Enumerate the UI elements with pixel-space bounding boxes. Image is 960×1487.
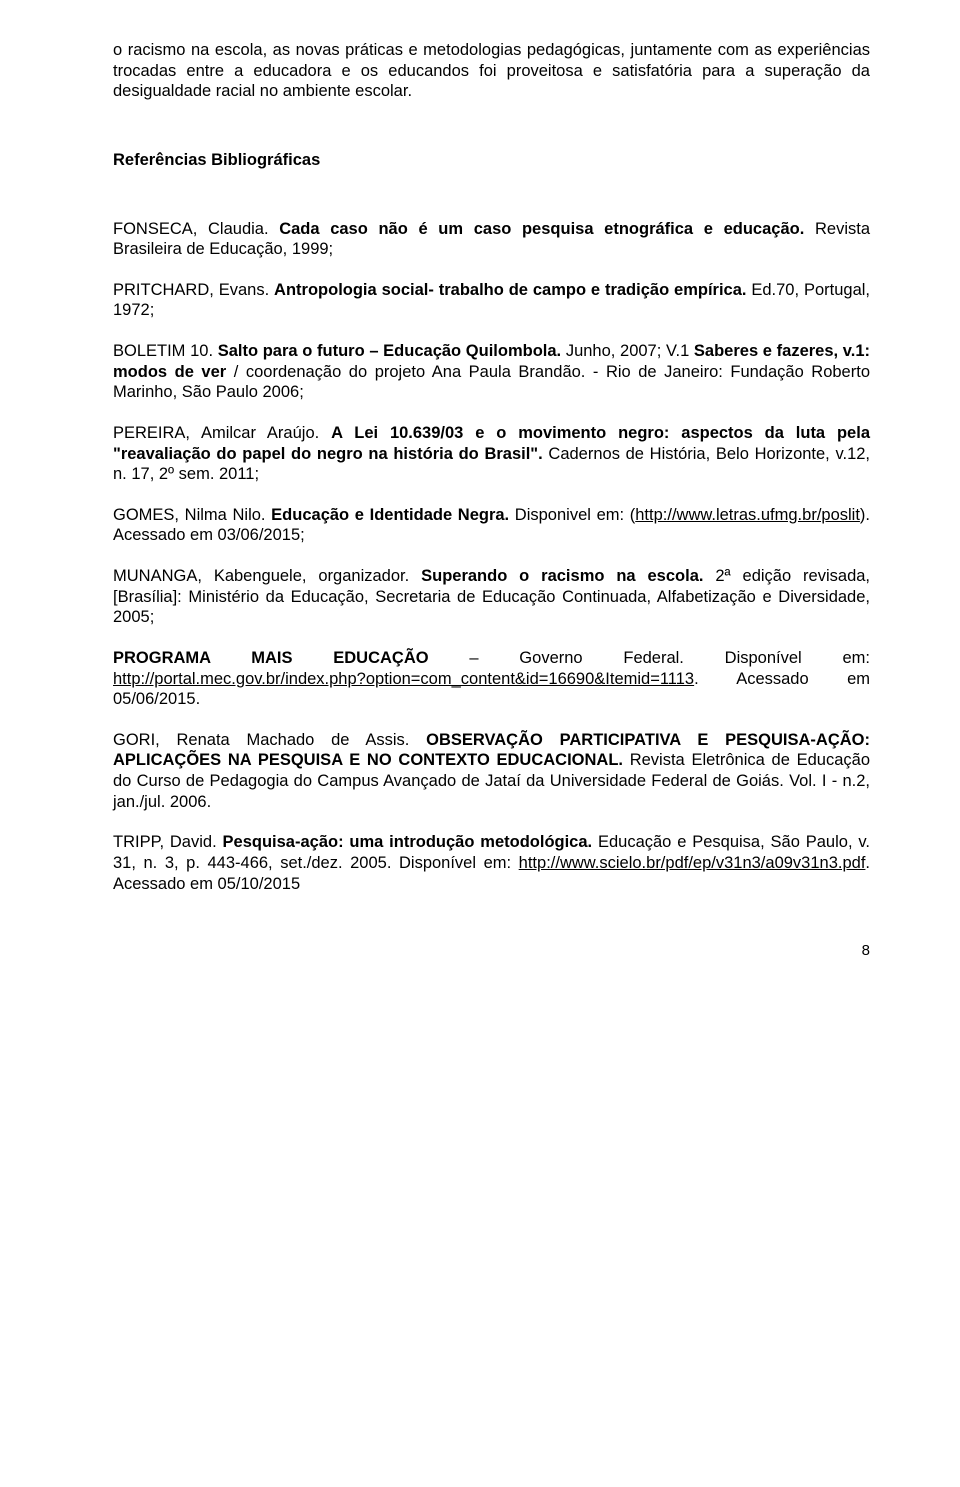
ref-text: FONSECA, Claudia. <box>113 220 279 238</box>
ref-title: Pesquisa-ação: uma introdução metodológi… <box>223 833 593 851</box>
ref-pereira: PEREIRA, Amilcar Araújo. A Lei 10.639/03… <box>113 423 870 485</box>
ref-text: GOMES, Nilma Nilo. <box>113 506 271 524</box>
ref-text: BOLETIM 10. <box>113 342 218 360</box>
ref-title: Educação e Identidade Negra. <box>271 506 509 524</box>
ref-text: Disponivel em: ( <box>509 506 635 524</box>
ref-programa: PROGRAMA MAIS EDUCAÇÃO – Governo Federal… <box>113 648 870 710</box>
ref-tripp: TRIPP, David. Pesquisa-ação: uma introdu… <box>113 832 870 894</box>
ref-gori: GORI, Renata Machado de Assis. OBSERVAÇÃ… <box>113 730 870 813</box>
references-heading: Referências Bibliográficas <box>113 150 870 171</box>
ref-link[interactable]: http://www.scielo.br/pdf/ep/v31n3/a09v31… <box>519 854 866 872</box>
ref-text: PEREIRA, Amilcar Araújo. <box>113 424 331 442</box>
page-number: 8 <box>113 942 870 961</box>
ref-text: Junho, 2007; V.1 <box>561 342 694 360</box>
ref-text: – Governo Federal. Disponível em: <box>429 649 870 667</box>
ref-munanga: MUNANGA, Kabenguele, organizador. Supera… <box>113 566 870 628</box>
ref-text: MUNANGA, Kabenguele, organizador. <box>113 567 421 585</box>
ref-text: / coordenação do projeto Ana Paula Brand… <box>113 363 870 402</box>
ref-pritchard: PRITCHARD, Evans. Antropologia social- t… <box>113 280 870 321</box>
ref-title: Salto para o futuro – Educação Quilombol… <box>218 342 561 360</box>
ref-text: TRIPP, David. <box>113 833 223 851</box>
ref-title: Cada caso não é um caso pesquisa etnográ… <box>279 220 804 238</box>
ref-link[interactable]: http://www.letras.ufmg.br/poslit <box>635 506 860 524</box>
ref-title: Antropologia social- trabalho de campo e… <box>274 281 746 299</box>
ref-title: PROGRAMA MAIS EDUCAÇÃO <box>113 649 429 667</box>
ref-gomes: GOMES, Nilma Nilo. Educação e Identidade… <box>113 505 870 546</box>
ref-text: PRITCHARD, Evans. <box>113 281 274 299</box>
ref-link[interactable]: http://portal.mec.gov.br/index.php?optio… <box>113 670 694 688</box>
ref-fonseca: FONSECA, Claudia. Cada caso não é um cas… <box>113 219 870 260</box>
ref-title: Superando o racismo na escola. <box>421 567 703 585</box>
intro-paragraph: o racismo na escola, as novas práticas e… <box>113 40 870 102</box>
ref-text: GORI, Renata Machado de Assis. <box>113 731 426 749</box>
ref-boletim: BOLETIM 10. Salto para o futuro – Educaç… <box>113 341 870 403</box>
